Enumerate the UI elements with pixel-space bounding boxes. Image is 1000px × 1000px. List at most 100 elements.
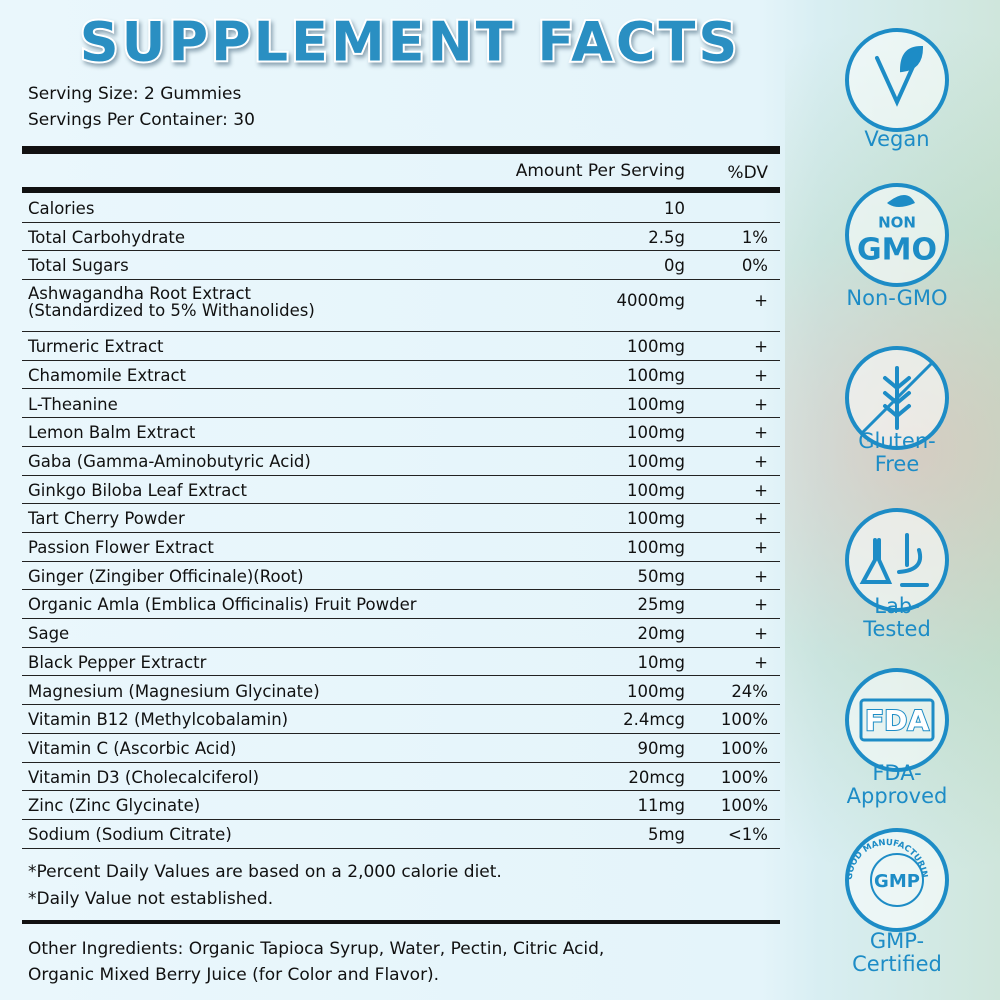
facts-row: Ginger (Zingiber Officinale)(Root) 50mg +	[22, 562, 780, 591]
nutrient-amount: 10mg	[637, 652, 685, 672]
header-dv: %DV	[727, 163, 768, 183]
divider	[22, 187, 780, 193]
facts-row: Sodium (Sodium Citrate) 5mg <1%	[22, 820, 780, 849]
nutrient-name: Organic Amla (Emblica Officinalis) Fruit…	[28, 595, 417, 615]
facts-row: Magnesium (Magnesium Glycinate) 100mg 24%	[22, 677, 780, 706]
other-ingredients: Other Ingredients: Organic Tapioca Syrup…	[28, 939, 605, 986]
nutrient-dv: +	[754, 509, 768, 529]
nutrient-dv: 24%	[731, 681, 768, 701]
nutrient-amount: 100mg	[626, 365, 685, 385]
nutrient-name: Passion Flower Extract	[28, 538, 214, 557]
facts-row: L-Theanine 100mg +	[22, 390, 780, 419]
facts-row: Total Sugars 0g 0%	[22, 251, 780, 281]
nutrient-name: Vitamin C (Ascorbic Acid)	[28, 738, 237, 758]
nutrient-dv: +	[754, 480, 768, 500]
badge-ring	[845, 668, 949, 772]
nutrient-amount: 100mg	[626, 394, 685, 414]
badge-ring	[845, 828, 949, 932]
facts-row: Black Pepper Extractr 10mg +	[22, 648, 780, 677]
nutrient-name: Sage	[28, 624, 70, 644]
facts-row: Chamomile Extract 100mg +	[22, 361, 780, 390]
badge-icon	[887, 195, 915, 207]
facts-row: Organic Amla (Emblica Officinalis) Fruit…	[22, 590, 780, 620]
nutrient-amount: 100mg	[626, 337, 685, 357]
facts-row: Vitamin C (Ascorbic Acid) 90mg 100%	[22, 734, 780, 763]
nutrient-dv: +	[754, 538, 768, 557]
nutrient-amount: 11mg	[637, 796, 685, 816]
nutrient-dv: +	[754, 394, 768, 414]
facts-row: Ashwagandha Root Extract (Standardized t…	[22, 280, 780, 333]
icon-state	[859, 698, 935, 742]
nutrient-dv: +	[754, 566, 768, 586]
nutrient-name: Total Carbohydrate	[28, 227, 185, 247]
nutrient-name: Gaba (Gamma-Aminobutyric Acid)	[28, 451, 311, 471]
icon-microscope	[897, 533, 929, 587]
badge-icon-text: NON	[878, 214, 916, 232]
badge-icon	[870, 853, 924, 907]
footnote: *Percent Daily Values are based on a 2,0…	[28, 862, 502, 882]
badge-label: Lab- Tested	[863, 594, 931, 642]
facts-row: Passion Flower Extract 100mg +	[22, 533, 780, 562]
nutrient-name: Tart Cherry Powder	[28, 509, 185, 529]
nutrient-amount: 20mcg	[628, 767, 685, 787]
badge-icon-text: GMP	[874, 871, 920, 892]
serving-size: Serving Size: 2 Gummies	[28, 84, 242, 104]
nutrient-dv: 100%	[720, 710, 768, 730]
facts-row: Calories 10	[22, 194, 780, 223]
nutrient-name: Calories	[28, 199, 95, 218]
nutrient-dv: +	[754, 624, 768, 644]
badge-icon	[875, 45, 924, 107]
nutrient-amount: 100mg	[626, 538, 685, 557]
badge-icon-text: GMO	[857, 233, 937, 268]
facts-row: Ginkgo Biloba Leaf Extract 100mg +	[22, 476, 780, 505]
nutrient-amount: 25mg	[637, 595, 685, 615]
nutrient-dv: +	[754, 652, 768, 672]
nutrient-amount: 20mg	[637, 624, 685, 644]
nutrient-name: Chamomile Extract	[28, 365, 186, 385]
badge-label: Gluten- Free	[858, 429, 936, 477]
badge-label: Vegan	[864, 127, 930, 151]
nutrient-dv: +	[754, 291, 768, 311]
icon-leaf	[887, 195, 915, 207]
nutrient-name: Sodium (Sodium Citrate)	[28, 825, 232, 844]
nutrient-amount: 100mg	[626, 681, 685, 701]
badge-ring	[845, 183, 949, 287]
facts-row: Sage 20mg +	[22, 619, 780, 648]
nutrient-dv: +	[754, 337, 768, 357]
nutrient-name: Total Sugars	[28, 256, 129, 276]
facts-row: Gaba (Gamma-Aminobutyric Acid) 100mg +	[22, 447, 780, 476]
nutrient-amount: 90mg	[637, 738, 685, 758]
facts-row: Total Carbohydrate 2.5g 1%	[22, 223, 780, 252]
title-area: SUPPLEMENT FACTS	[78, 9, 740, 76]
footnote: *Daily Value not established.	[28, 889, 274, 909]
nutrient-dv: +	[754, 423, 768, 443]
divider	[22, 146, 780, 154]
badge-icon	[859, 533, 929, 587]
nutrient-dv: 100%	[720, 796, 768, 816]
nutrient-dv: +	[754, 451, 768, 471]
servings-per-container: Servings Per Container: 30	[28, 110, 255, 130]
nutrient-dv: 1%	[741, 227, 768, 247]
nutrient-name: Ginkgo Biloba Leaf Extract	[28, 480, 247, 500]
facts-row: Turmeric Extract 100mg +	[22, 332, 780, 361]
nutrient-amount: 50mg	[637, 566, 685, 586]
nutrient-amount: 100mg	[626, 451, 685, 471]
nutrient-amount: 2.4mcg	[623, 710, 685, 730]
nutrient-name: Ginger (Zingiber Officinale)(Root)	[28, 566, 304, 586]
nutrient-amount: 10	[664, 199, 685, 218]
nutrient-amount: 4000mg	[616, 291, 685, 311]
nutrient-name: Black Pepper Extractr	[28, 652, 207, 672]
nutrient-name: Lemon Balm Extract	[28, 423, 196, 443]
nutrient-name: Turmeric Extract	[28, 337, 164, 357]
title: SUPPLEMENT FACTS	[80, 11, 740, 74]
facts-row: Lemon Balm Extract 100mg +	[22, 418, 780, 447]
nutrient-dv: 0%	[741, 256, 768, 276]
nutrient-name: Magnesium (Magnesium Glycinate)	[28, 681, 320, 701]
badge-label: GMP- Certified	[852, 929, 942, 977]
icon-leaf	[899, 45, 924, 73]
badge-label: Non-GMO	[846, 286, 948, 310]
facts-row: Zinc (Zinc Glycinate) 11mg 100%	[22, 791, 780, 820]
nutrient-name: Zinc (Zinc Glycinate)	[28, 796, 201, 816]
nutrient-dv: 100%	[720, 738, 768, 758]
